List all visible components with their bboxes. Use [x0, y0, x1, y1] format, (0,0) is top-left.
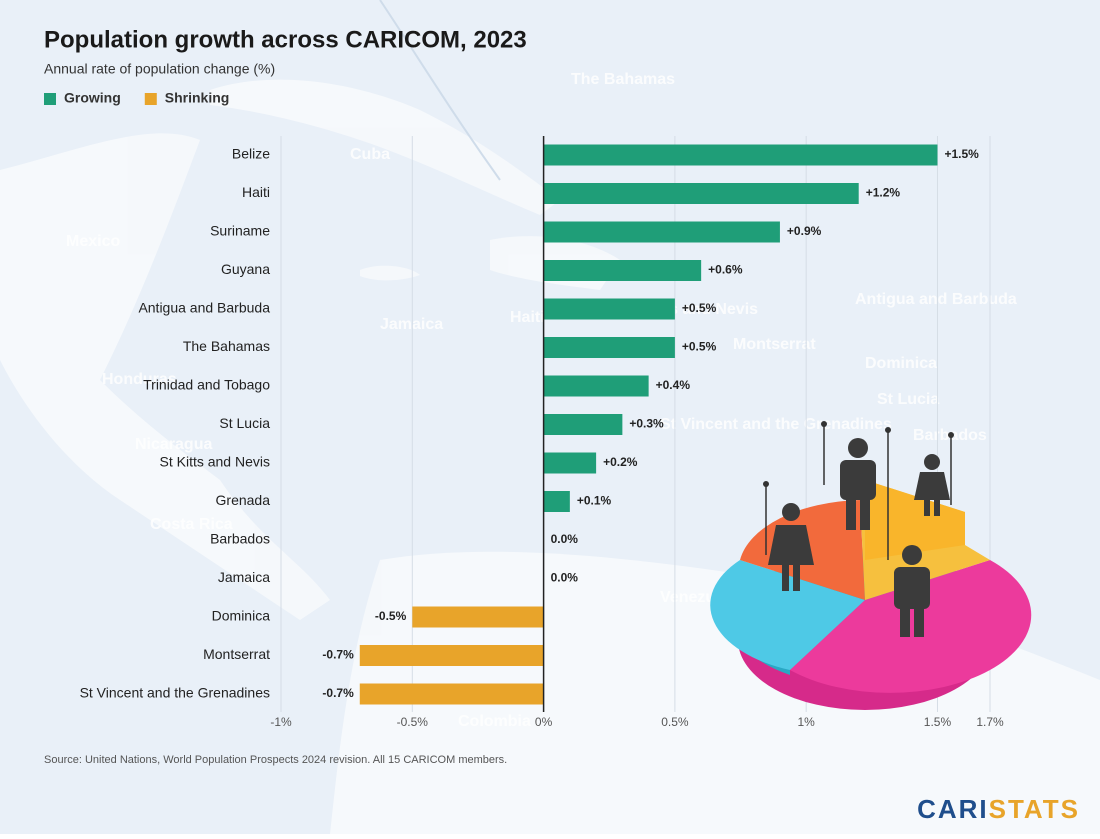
- bar: [359, 683, 544, 705]
- x-tick-label: 1.7%: [976, 715, 1004, 729]
- legend-swatch: [144, 93, 157, 105]
- x-tick-label: 1%: [798, 715, 816, 729]
- value-label: +0.4%: [656, 378, 691, 392]
- value-label: +1.5%: [944, 147, 979, 161]
- value-label: +0.6%: [708, 263, 743, 277]
- map-route: [379, 0, 501, 181]
- brand: CARISTATS: [917, 794, 1080, 824]
- bar: [543, 221, 780, 243]
- map-label: Haiti: [510, 309, 545, 326]
- category-label: Montserrat: [203, 646, 270, 662]
- value-label: +0.9%: [787, 224, 822, 238]
- map-label: Antigua and Barbuda: [855, 291, 1017, 308]
- bar: [543, 375, 649, 397]
- map-label: Mexico: [66, 233, 120, 250]
- bar: [543, 414, 623, 435]
- category-label: Suriname: [210, 223, 270, 239]
- x-tick-label: 1.5%: [924, 715, 952, 729]
- value-label: +0.5%: [682, 340, 717, 354]
- value-label: 0.0%: [551, 571, 579, 585]
- value-label: +0.2%: [603, 455, 638, 469]
- brand-second: STATS: [989, 794, 1080, 824]
- value-label: +0.1%: [577, 494, 612, 508]
- map-label: Cuba: [350, 146, 390, 163]
- bars: Belize +1.5% Haiti +1.2% Suriname +0.9% Guyana…: [80, 136, 979, 712]
- x-tick-label: 0%: [535, 715, 553, 729]
- legend-swatch: [44, 93, 56, 105]
- x-tick-label: 0.5%: [661, 715, 689, 729]
- bar: [543, 260, 702, 281]
- bar: [543, 298, 675, 320]
- category-label: St Lucia: [219, 415, 270, 431]
- map-label: Costa Rica: [150, 516, 233, 533]
- map-label: St Vincent and the Grenadines: [660, 416, 892, 433]
- value-label: -0.7%: [322, 686, 354, 700]
- map-label: Nicaragua: [135, 436, 212, 453]
- bar: [543, 491, 570, 512]
- category-label: Antigua and Barbuda: [138, 300, 270, 316]
- bar: [543, 183, 859, 204]
- value-label: +1.2%: [866, 186, 901, 200]
- value-label: -0.5%: [375, 609, 407, 623]
- chart-subtitle: Annual rate of population change (%): [44, 61, 275, 77]
- map-label: The Bahamas: [571, 71, 675, 88]
- value-label: 0.0%: [551, 532, 579, 546]
- value-label: +0.3%: [629, 417, 664, 431]
- map-label: Colombia: [458, 713, 531, 730]
- value-label: +0.5%: [682, 301, 717, 315]
- category-label: Barbados: [210, 531, 270, 547]
- category-label: The Bahamas: [183, 338, 270, 354]
- map-label: Dominica: [865, 355, 937, 372]
- x-tick-label: -1%: [270, 715, 292, 729]
- chart-title: Population growth across CARICOM, 2023: [44, 26, 527, 53]
- legend-label: Growing: [64, 90, 121, 106]
- brand-first: CARI: [917, 794, 989, 824]
- category-label: Haiti: [242, 184, 270, 200]
- category-label: Jamaica: [218, 569, 270, 585]
- value-label: -0.7%: [322, 648, 354, 662]
- illustration: [710, 421, 1032, 710]
- category-label: St Vincent and the Grenadines: [80, 685, 270, 701]
- legend: Growing Shrinking: [44, 90, 229, 106]
- category-label: Trinidad and Tobago: [143, 377, 270, 393]
- bar: [543, 144, 938, 166]
- source-note: Source: United Nations, World Population…: [44, 754, 507, 766]
- category-label: Dominica: [212, 608, 271, 624]
- x-tick-label: -0.5%: [397, 715, 429, 729]
- bar: [359, 645, 544, 666]
- category-label: St Kitts and Nevis: [160, 454, 271, 470]
- bar: [543, 452, 597, 474]
- category-label: Belize: [232, 146, 270, 162]
- bar: [412, 606, 544, 628]
- category-label: Guyana: [221, 261, 270, 277]
- legend-label: Shrinking: [165, 90, 230, 106]
- map-label: Montserrat: [733, 336, 816, 353]
- category-label: Grenada: [216, 492, 271, 508]
- map-label: Jamaica: [380, 316, 443, 333]
- map-label: St Lucia: [877, 391, 939, 408]
- map-label: Honduras: [102, 371, 177, 388]
- bar: [543, 337, 675, 358]
